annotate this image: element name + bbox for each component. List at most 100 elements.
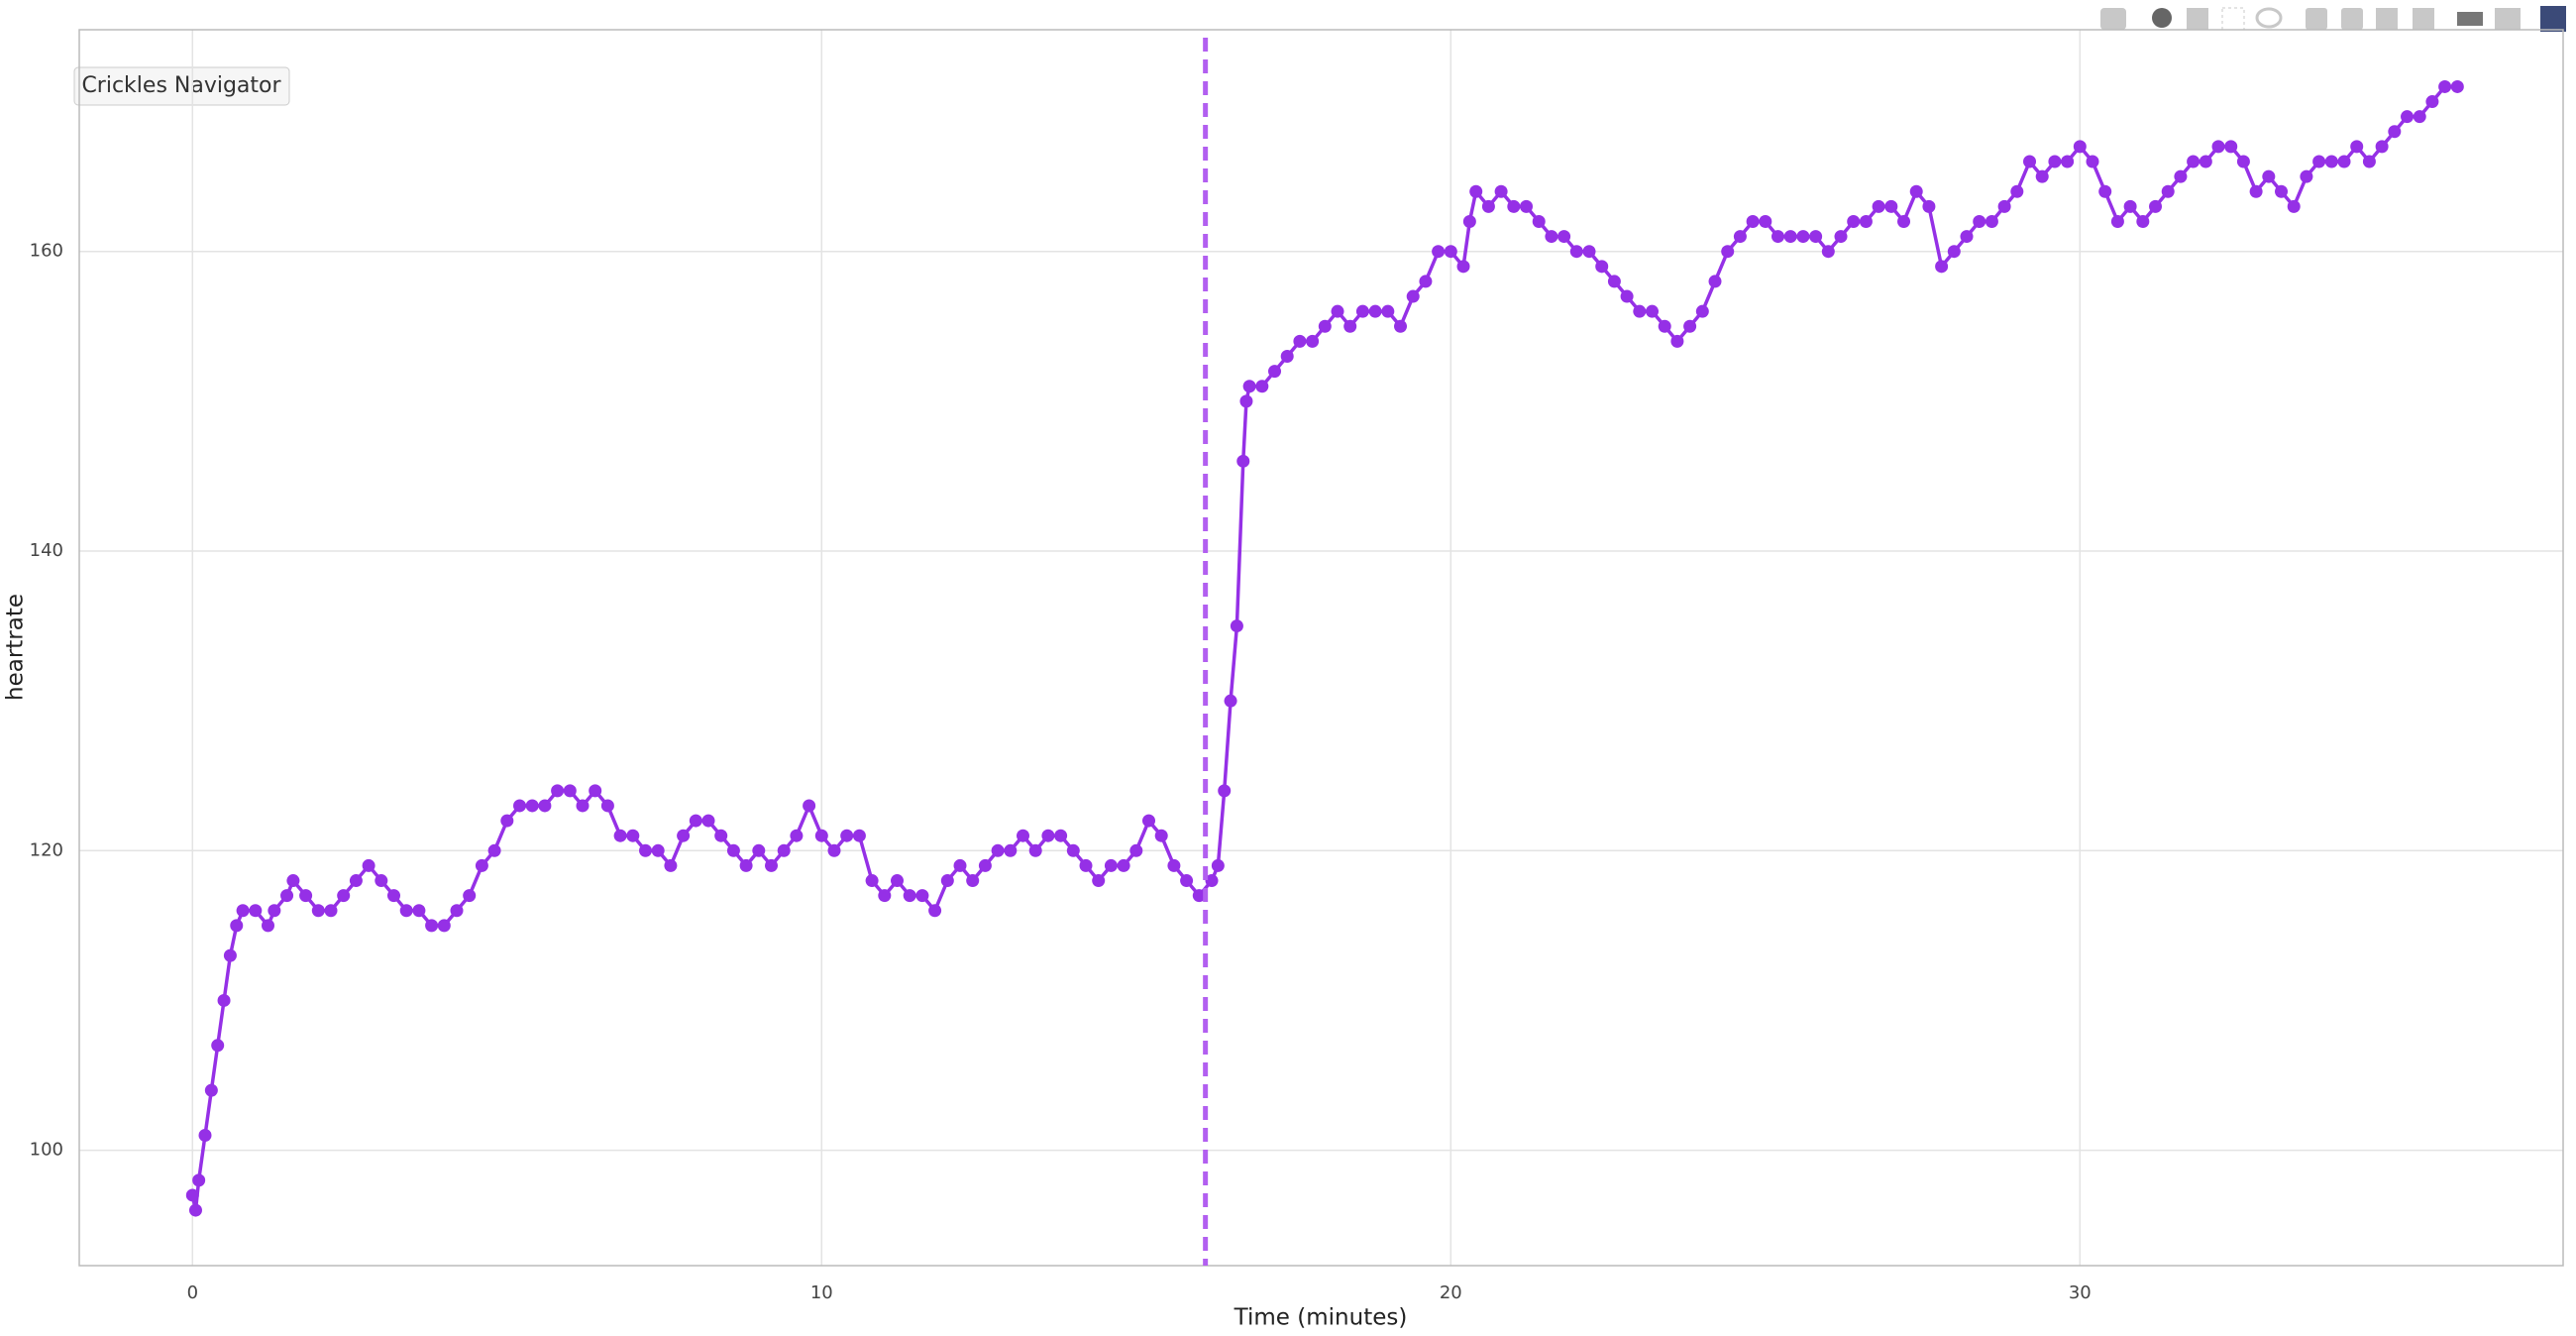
data-point [1368, 304, 1382, 318]
data-point [1683, 319, 1697, 333]
data-point [1847, 214, 1861, 228]
data-point [814, 829, 828, 842]
reset-icon[interactable] [2413, 8, 2434, 30]
data-point [286, 874, 300, 888]
data-point [2388, 125, 2402, 139]
data-point [1909, 184, 1923, 198]
data-point [1432, 245, 1446, 259]
data-point [1218, 784, 1232, 798]
data-point [1104, 858, 1118, 872]
data-point [865, 874, 879, 888]
data-point [600, 799, 614, 813]
autoscale-icon[interactable] [2376, 8, 2398, 30]
data-point [188, 1203, 202, 1217]
data-point [2073, 140, 2087, 154]
data-point [349, 874, 363, 888]
data-point [1004, 843, 1018, 857]
data-point [940, 874, 954, 888]
y-axis-title: heartrate [3, 594, 29, 701]
data-point [613, 829, 627, 842]
data-point [677, 829, 691, 842]
data-point [2425, 95, 2439, 109]
data-point [1507, 199, 1521, 213]
zoom-out-icon[interactable] [2341, 8, 2363, 30]
data-point [1239, 394, 1253, 408]
data-point [1343, 319, 1357, 333]
data-point [1935, 260, 1949, 274]
data-point [1192, 889, 1206, 903]
data-point [664, 858, 678, 872]
data-point [230, 919, 244, 933]
data-point [211, 1039, 225, 1053]
data-point [375, 874, 388, 888]
zoom-in-icon[interactable] [2306, 8, 2327, 30]
data-point [1494, 184, 1508, 198]
data-point [2035, 169, 2049, 183]
camera-icon[interactable] [2100, 8, 2126, 30]
data-point [726, 843, 740, 857]
data-point [978, 858, 992, 872]
data-point [2350, 140, 2364, 154]
data-point [2224, 140, 2238, 154]
data-point [1167, 858, 1181, 872]
data-point [1532, 214, 1546, 228]
box-select-icon[interactable] [2221, 7, 2245, 31]
x-tick-label: 30 [2069, 1282, 2092, 1303]
y-tick-label: 100 [30, 1140, 63, 1161]
plotly-logo[interactable] [2540, 6, 2566, 32]
data-point [651, 843, 665, 857]
data-point [852, 829, 866, 842]
data-point [2174, 169, 2188, 183]
data-point [1708, 275, 1722, 288]
navigator-button-label[interactable]: Crickles Navigator [81, 73, 281, 98]
x-tick-label: 20 [1440, 1282, 1462, 1303]
data-point [280, 889, 294, 903]
navigator-button[interactable] [73, 66, 290, 106]
data-point [1569, 245, 1583, 259]
data-point [1230, 619, 1243, 633]
data-point [1224, 694, 1237, 708]
pan-icon[interactable] [2187, 8, 2208, 30]
data-point [803, 799, 816, 813]
data-point [1117, 858, 1130, 872]
modebar [2100, 6, 2566, 32]
data-point [589, 784, 602, 798]
data-point [1557, 230, 1571, 244]
data-point [714, 829, 728, 842]
data-point [1066, 843, 1080, 857]
hover-compare-icon[interactable] [2495, 8, 2521, 30]
data-point [249, 904, 263, 918]
data-point [2324, 155, 2338, 168]
data-point [1947, 245, 1961, 259]
data-point [2110, 214, 2124, 228]
data-point [765, 858, 779, 872]
data-point [1419, 275, 1433, 288]
zoom-icon[interactable] [2152, 8, 2172, 28]
data-point [362, 858, 376, 872]
data-point [185, 1188, 199, 1202]
data-point [1960, 230, 1974, 244]
data-point [1205, 874, 1219, 888]
data-point [217, 993, 231, 1007]
data-point [1759, 214, 1772, 228]
data-point [223, 948, 237, 962]
data-point [1306, 334, 1320, 348]
data-point [576, 799, 590, 813]
data-point [1595, 260, 1609, 274]
data-point [2187, 155, 2200, 168]
data-point [1092, 874, 1106, 888]
data-point [2023, 155, 2037, 168]
data-point [1746, 214, 1760, 228]
hover-closest-icon[interactable] [2457, 12, 2483, 26]
data-point [739, 858, 753, 872]
data-point [2401, 110, 2415, 124]
data-point [2262, 169, 2276, 183]
data-point [1028, 843, 1042, 857]
data-point [551, 784, 565, 798]
lasso-icon[interactable] [2255, 7, 2283, 29]
data-point [1355, 304, 1369, 318]
data-point [966, 874, 980, 888]
data-point [399, 904, 413, 918]
data-point [1017, 829, 1030, 842]
